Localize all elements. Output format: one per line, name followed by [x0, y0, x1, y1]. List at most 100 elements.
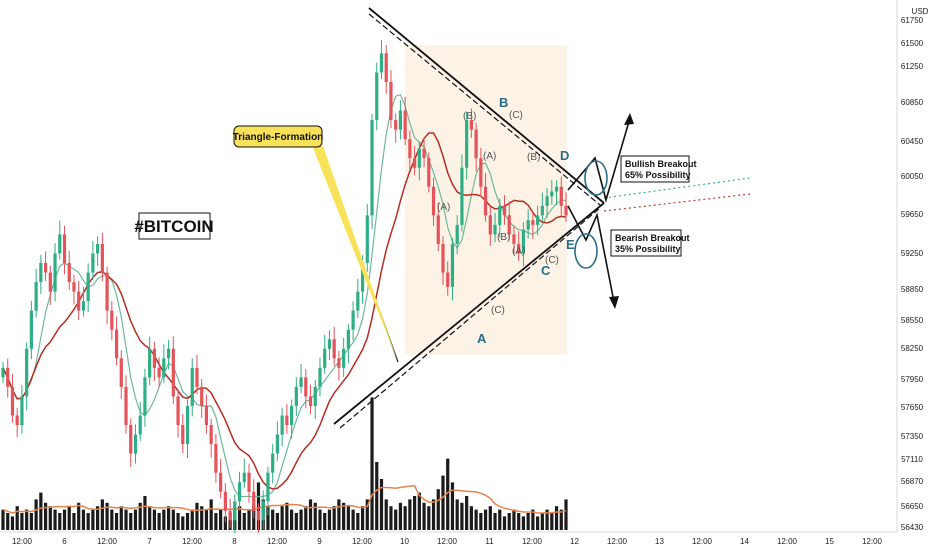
time-tick-label: 12:00	[777, 537, 798, 546]
bearish-breakout-box: Bearish Breakout 35% Possibility	[610, 229, 690, 257]
candle-body	[185, 405, 190, 445]
candle-body	[58, 234, 62, 254]
candle-body	[337, 358, 341, 368]
candle-body	[559, 186, 563, 206]
volume-bar	[110, 509, 114, 530]
volume-bar	[25, 509, 29, 530]
volume-bar	[34, 499, 38, 530]
volume-bar	[237, 506, 242, 530]
candle-body	[81, 301, 86, 311]
volume-bar	[48, 506, 52, 530]
candle-body	[29, 310, 33, 349]
volume-bar	[271, 509, 275, 530]
volume-bar	[119, 506, 123, 530]
bullish-path	[567, 117, 631, 203]
candle-body	[1, 367, 5, 378]
volume-bar	[564, 499, 568, 530]
volume-bar	[72, 513, 76, 530]
time-tick-label: 13	[655, 537, 664, 546]
candle-body	[138, 415, 142, 435]
volume-bar	[559, 509, 563, 530]
price-tick-label: 56430	[901, 523, 924, 532]
candle-body	[105, 272, 109, 311]
price-tick-label: 59250	[901, 249, 924, 258]
candle-body	[545, 196, 549, 206]
bullish-line-1: Bullish Breakout	[625, 159, 697, 169]
volume-bar	[465, 496, 469, 530]
volume-bar	[91, 509, 95, 530]
wave-label: (A)	[512, 246, 525, 257]
candle-body	[20, 396, 24, 426]
wave-label: (B)	[497, 232, 510, 243]
volume-bar	[171, 509, 175, 530]
candle-body	[289, 405, 294, 426]
candle-body	[285, 415, 289, 426]
price-tick-label: 61500	[901, 39, 924, 48]
candle-body	[124, 386, 128, 426]
candle-body	[39, 263, 43, 283]
volume-bar	[77, 502, 81, 530]
bullish-box-border	[620, 155, 690, 183]
candle-body	[266, 472, 270, 502]
volume-bar	[285, 502, 289, 530]
price-tick-label: 58850	[901, 285, 924, 294]
triangle-lower-dashed	[339, 207, 601, 429]
candle-body	[219, 472, 223, 492]
volume-bar	[512, 509, 516, 530]
wave-label: (B)	[463, 111, 476, 122]
candle-body	[195, 367, 199, 387]
volume-bar	[96, 506, 100, 530]
volume-bar	[431, 499, 436, 530]
volume-bar	[266, 506, 270, 530]
point-label-c: C	[541, 263, 551, 278]
volume-bar	[384, 499, 388, 530]
volume-bar	[114, 513, 119, 530]
time-tick-label: 8	[232, 537, 237, 546]
candle-body	[332, 339, 336, 359]
title-box	[138, 212, 211, 240]
candle-body	[100, 243, 104, 273]
bullish-circle-marker	[584, 160, 608, 196]
price-tick-label: 60050	[901, 172, 924, 181]
volume-bar	[181, 516, 185, 530]
candle-body	[365, 215, 369, 264]
candle-body	[536, 215, 540, 225]
candle-body	[417, 148, 421, 168]
price-tick-label: 57650	[901, 403, 924, 412]
volume-bar	[308, 499, 313, 530]
candle-body	[171, 348, 175, 397]
candle-body	[398, 110, 403, 130]
volume-bar	[554, 506, 559, 530]
price-tick-label: 56650	[901, 502, 924, 511]
candle-body	[308, 396, 313, 406]
candle-body	[431, 186, 436, 216]
candle-body	[34, 282, 38, 311]
candle-body	[62, 234, 67, 264]
time-tick-label: 14	[740, 537, 749, 546]
candle-body	[502, 205, 507, 216]
candle-body	[512, 234, 516, 244]
volume-bar	[53, 509, 57, 530]
volume-bar	[209, 499, 213, 530]
volume-bar	[1, 509, 5, 530]
time-tick-label: 10	[400, 537, 409, 546]
candle-body	[252, 491, 256, 511]
candle-body	[413, 158, 417, 168]
volume-ma-line	[2, 485, 567, 514]
volume-bar	[195, 502, 199, 530]
candle-body	[256, 510, 261, 521]
volume-bar	[446, 458, 450, 530]
volume-bar	[346, 506, 350, 530]
point-label-e: E	[566, 237, 575, 252]
volume-bar	[81, 509, 86, 530]
candle-body	[346, 329, 350, 349]
candle-body	[77, 291, 81, 311]
volume-bar	[550, 513, 554, 530]
candle-body	[209, 425, 213, 445]
candle-body	[96, 243, 100, 254]
volume-bar	[507, 513, 511, 530]
candle-body	[507, 215, 511, 235]
candle-body	[72, 282, 76, 292]
candle-body	[375, 72, 379, 121]
